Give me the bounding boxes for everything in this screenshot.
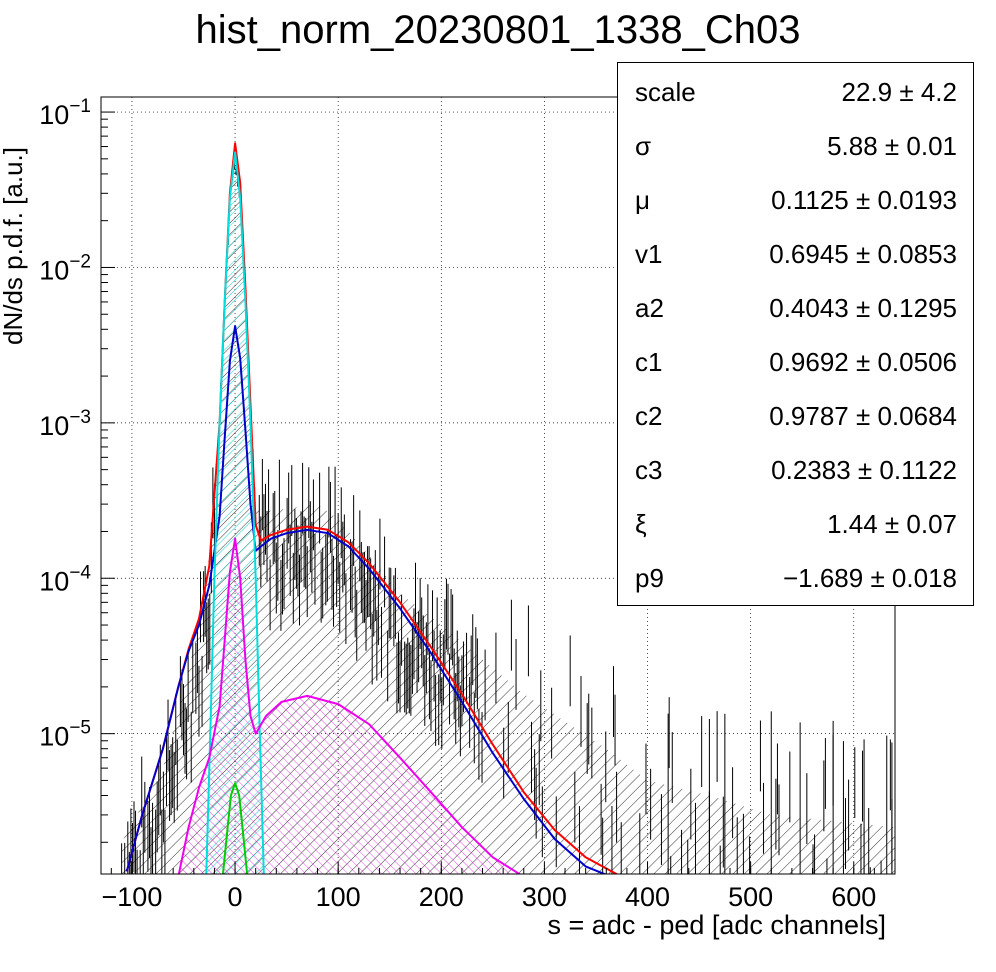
plot-area	[121, 142, 895, 874]
stat-name: p9	[635, 563, 664, 593]
stat-name: ξ	[635, 509, 647, 539]
stat-row: σ 5.88 ± 0.01	[618, 117, 973, 171]
y-axis-label: dN/ds p.d.f. [a.u.]	[0, 147, 28, 345]
stat-row: c3 0.2383 ± 0.1122	[618, 441, 973, 495]
stat-value: 0.9692 ± 0.0506	[769, 347, 957, 377]
fit-stats-box: scale 22.9 ± 4.2 σ 5.88 ± 0.01 μ 0.1125 …	[617, 62, 974, 606]
stat-row: c2 0.9787 ± 0.0684	[618, 387, 973, 441]
stat-row: a2 0.4043 ± 0.1295	[618, 279, 973, 333]
x-tick-label: 500	[728, 882, 773, 912]
stat-value: −1.689 ± 0.018	[782, 563, 957, 593]
x-tick-label: 400	[625, 882, 670, 912]
x-axis-label: s = adc - ped [adc channels]	[547, 910, 886, 940]
y-tick-label: 10−4	[39, 562, 91, 596]
chart-title: hist_norm_20230801_1338_Ch03	[195, 8, 801, 52]
fit-curve-component	[125, 325, 608, 874]
y-tick-label: 10−3	[39, 407, 91, 441]
histogram	[121, 151, 895, 874]
stat-value: 5.88 ± 0.01	[827, 131, 957, 161]
stat-name: c2	[635, 401, 663, 431]
stat-name: μ	[635, 185, 650, 215]
stat-value: 0.9787 ± 0.0684	[769, 401, 957, 431]
y-tick-label: 10−1	[39, 96, 91, 130]
stat-name: scale	[635, 77, 696, 107]
x-tick-label: −100	[102, 882, 163, 912]
stat-row: v1 0.6945 ± 0.0853	[618, 225, 973, 279]
x-tick-label: 0	[228, 882, 243, 912]
y-tick-label: 10−5	[39, 718, 91, 752]
stat-value: 0.4043 ± 0.1295	[769, 293, 957, 323]
axes: −100 0 100 200 300 400 500 600 10−1 10−2 10−3 10−4 1…	[39, 96, 896, 912]
stat-row: ξ 1.44 ± 0.07	[618, 495, 973, 549]
stat-row: μ 0.1125 ± 0.0193	[618, 171, 973, 225]
stat-value: 0.1125 ± 0.0193	[771, 185, 957, 215]
fit-curve-component	[205, 151, 265, 874]
x-tick-label: 100	[316, 882, 361, 912]
x-tick-label: 200	[419, 882, 464, 912]
fit-curve-component	[221, 782, 249, 874]
stat-value: 1.44 ± 0.07	[827, 509, 957, 539]
stat-row: c1 0.9692 ± 0.0506	[618, 333, 973, 387]
stat-value: 0.6945 ± 0.0853	[769, 239, 957, 269]
stat-name: c3	[635, 455, 663, 485]
stat-name: a2	[635, 293, 664, 323]
stat-name: c1	[635, 347, 663, 377]
component-fill	[178, 538, 524, 874]
x-tick-label: 600	[831, 882, 876, 912]
stat-name: v1	[635, 239, 663, 269]
x-tick-label: 300	[522, 882, 567, 912]
fit-curve-component	[177, 537, 522, 874]
y-tick-label: 10−2	[39, 251, 91, 285]
fit-curve-total-fit	[125, 142, 619, 874]
histogram-area	[121, 151, 895, 874]
stat-row: p9 −1.689 ± 0.018	[618, 549, 973, 603]
stat-value: 22.9 ± 4.2	[841, 77, 957, 107]
stat-row: scale 22.9 ± 4.2	[618, 63, 973, 117]
stat-value: 0.2383 ± 0.1122	[771, 455, 957, 485]
stat-name: σ	[635, 131, 652, 161]
